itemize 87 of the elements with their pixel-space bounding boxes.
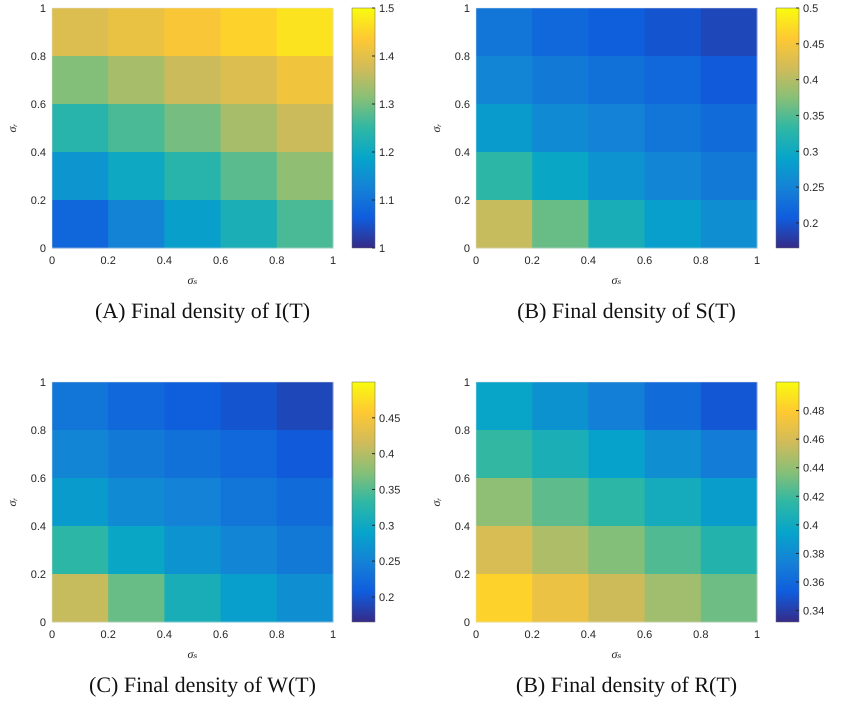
x-tick-label: 0 — [472, 629, 480, 641]
y-tick-label: 0 — [464, 243, 470, 255]
x-tick-label: 1 — [330, 255, 336, 267]
color-bar-label: 0.38 — [803, 548, 824, 560]
color-bar-label: 1 — [379, 243, 386, 255]
x-tick-label: 0.2 — [524, 629, 540, 641]
color-bar-label: 0.42 — [803, 491, 824, 504]
color-bar-label: 0.44 — [803, 462, 824, 475]
x-axis-title: σₛ — [188, 273, 198, 287]
color-bar-label: 1.3 — [379, 99, 394, 111]
color-bar-label: 0.2 — [803, 218, 818, 230]
x-tick-label: 0.6 — [636, 629, 652, 641]
x-tick-label: 0 — [48, 255, 56, 267]
x-tick-label: 0.2 — [100, 255, 116, 267]
x-tick-label: 0.8 — [693, 255, 708, 267]
color-bar-label: 0.3 — [379, 520, 394, 532]
color-bar-label: 1.4 — [379, 51, 394, 63]
y-tick-label: 0.4 — [454, 147, 470, 159]
color-bar-label: 0.48 — [803, 406, 824, 418]
x-tick-label: 0 — [48, 629, 56, 641]
color-bar-label: 0.46 — [803, 434, 824, 446]
y-tick-label: 0.8 — [30, 425, 46, 437]
color-bar-label: 0.4 — [803, 74, 818, 87]
x-axis-title: σₛ — [612, 273, 622, 287]
color-bar-label: 1.5 — [379, 3, 394, 15]
color-bar-label: 0.4 — [803, 520, 818, 532]
x-tick-label: 0.6 — [212, 255, 228, 267]
x-tick-label: 0.2 — [524, 255, 540, 267]
y-tick-label: 0.4 — [454, 521, 470, 533]
color-bar-label: 0.34 — [803, 606, 824, 618]
y-tick-label: 0.8 — [30, 51, 46, 63]
y-tick-label: 0.2 — [454, 569, 470, 581]
y-tick-label: 1 — [40, 3, 46, 15]
y-tick-label: 0.6 — [454, 473, 470, 485]
y-tick-label: 0.2 — [30, 569, 46, 581]
y-tick-label: 0.2 — [454, 195, 470, 207]
y-tick-label: 0 — [464, 617, 470, 629]
x-tick-label: 0.8 — [269, 629, 284, 641]
color-bar-label: 1.2 — [379, 147, 394, 159]
y-tick-label: 0.6 — [30, 99, 46, 111]
x-tick-label: 0.4 — [580, 629, 596, 641]
color-bar-label: 0.5 — [803, 3, 818, 15]
y-tick-label: 0 — [40, 617, 46, 629]
y-tick-label: 0.6 — [454, 99, 470, 111]
y-tick-label: 0.8 — [454, 51, 470, 63]
color-bar-label: 0.35 — [803, 110, 824, 122]
y-tick-label: 1 — [464, 3, 470, 15]
y-tick-label: 0.6 — [30, 473, 46, 485]
y-tick-label: 0.4 — [30, 147, 46, 159]
x-axis-title: σₛ — [612, 647, 622, 661]
text: (B) Final density of R(T) — [516, 672, 738, 697]
x-tick-label: 0.8 — [693, 629, 708, 641]
y-tick-label: 1 — [464, 377, 470, 389]
color-bar-label: 0.45 — [803, 38, 824, 51]
y-tick-label: 0 — [40, 243, 46, 255]
x-tick-label: 1 — [754, 629, 760, 641]
color-bar-label: 0.35 — [379, 484, 400, 496]
y-tick-label: 0.4 — [30, 521, 46, 533]
color-bar-label: 1.1 — [379, 195, 394, 207]
y-axis-title: σᵣ — [5, 124, 19, 132]
text: (C) Final density of W(T) — [89, 672, 316, 697]
y-axis-title: σᵣ — [429, 124, 443, 132]
color-bar-label: 0.3 — [803, 146, 818, 158]
y-axis-title: σᵣ — [429, 498, 443, 506]
x-axis-title: σₛ — [188, 647, 198, 661]
x-tick-label: 1 — [330, 629, 336, 641]
x-tick-label: 0.4 — [580, 255, 596, 267]
x-tick-label: 0.6 — [636, 255, 652, 267]
x-tick-label: 0.4 — [156, 255, 172, 267]
y-tick-label: 0.2 — [30, 195, 46, 207]
color-bar-label: 0.36 — [803, 577, 824, 589]
color-bar-label: 0.45 — [379, 412, 400, 425]
text: (A) Final density of I(T) — [94, 298, 310, 323]
y-tick-label: 1 — [40, 377, 46, 389]
color-bar-label: 0.25 — [379, 556, 400, 568]
x-tick-label: 0.4 — [156, 629, 172, 641]
x-tick-label: 0.2 — [100, 629, 116, 641]
color-bar-label: 0.4 — [379, 448, 394, 461]
x-tick-label: 0 — [472, 255, 480, 267]
x-tick-label: 0.8 — [269, 255, 284, 267]
text: (B) Final density of S(T) — [517, 298, 736, 323]
x-tick-label: 1 — [754, 255, 760, 267]
y-axis-title: σᵣ — [5, 498, 19, 506]
color-bar-label: 0.25 — [803, 182, 824, 194]
color-bar-label: 0.2 — [379, 592, 394, 604]
y-tick-label: 0.8 — [454, 425, 470, 437]
x-tick-label: 0.6 — [212, 629, 228, 641]
